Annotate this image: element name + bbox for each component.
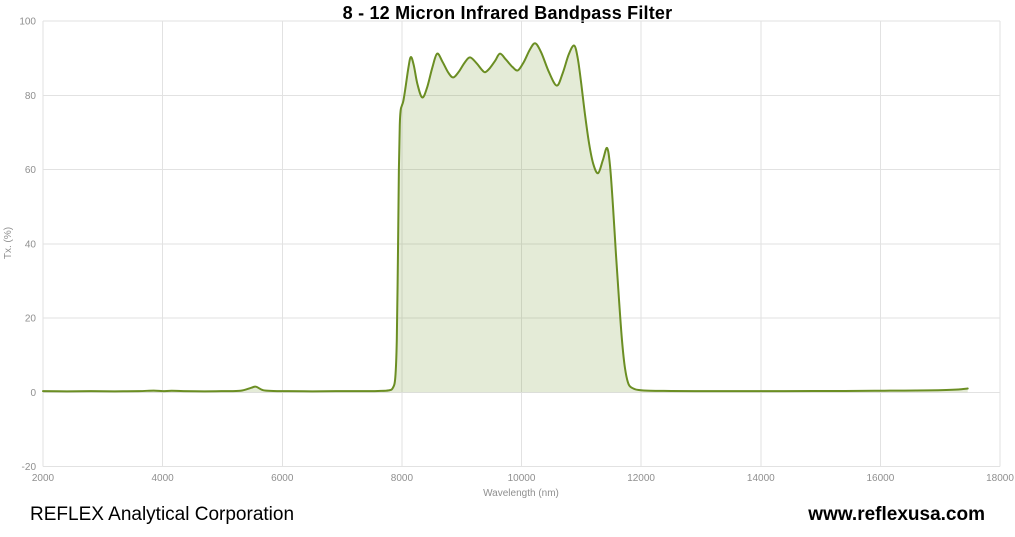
y-tick-label: 100 — [19, 17, 36, 28]
y-axis-title: Tx. (%) — [3, 227, 14, 259]
website-link[interactable]: www.reflexusa.com — [808, 504, 985, 525]
x-tick-label: 2000 — [32, 473, 55, 484]
spectrum-chart: -20 0 20 40 60 80 100 2000 4000 6000 8000 10000 1200… — [3, 17, 1014, 500]
company-name: REFLEX Analytical Corporation — [30, 504, 295, 525]
y-tick-label: 0 — [30, 388, 36, 399]
x-tick-label: 8000 — [391, 473, 414, 484]
x-tick-label: 16000 — [866, 473, 894, 484]
y-tick-label: 40 — [25, 239, 37, 250]
x-tick-label: 6000 — [271, 473, 294, 484]
x-axis-title: Wavelength (nm) — [483, 488, 559, 499]
x-tick-label: 10000 — [508, 473, 536, 484]
y-tick-label: -20 — [22, 462, 37, 473]
transmission-curve — [42, 42, 969, 393]
x-tick-label: 12000 — [627, 473, 655, 484]
y-tick-label: 80 — [25, 91, 37, 102]
x-tick-label: 4000 — [151, 473, 174, 484]
x-tick-label: 14000 — [747, 473, 775, 484]
y-tick-label: 60 — [25, 165, 37, 176]
series-line — [42, 42, 969, 393]
axis-tick-labels: -20 0 20 40 60 80 100 2000 4000 6000 8000 10000 1200… — [19, 17, 1014, 485]
footer: REFLEX Analytical Corporation www.reflex… — [30, 504, 985, 526]
y-tick-label: 20 — [25, 314, 37, 325]
series-area — [43, 43, 968, 393]
x-tick-label: 18000 — [986, 473, 1014, 484]
chart-title: 8 - 12 Micron Infrared Bandpass Filter — [342, 3, 673, 23]
gridlines — [42, 20, 1001, 467]
